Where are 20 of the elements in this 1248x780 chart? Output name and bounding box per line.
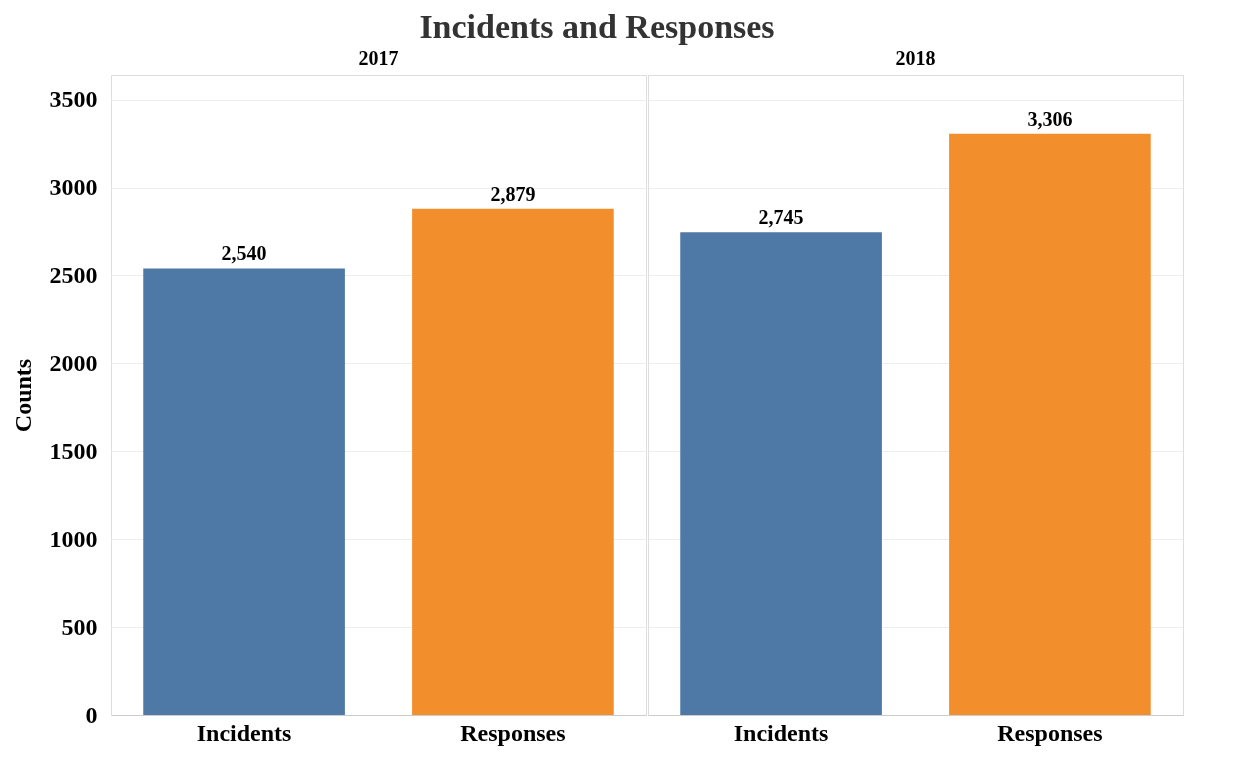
- x-tick-label: Responses: [997, 719, 1103, 746]
- y-tick-label: 3500: [49, 86, 98, 113]
- y-tick-label: 2500: [49, 261, 98, 288]
- chart-subtitle: 2018: [895, 47, 936, 69]
- chart-subtitle: 2017: [358, 47, 399, 69]
- data-label: 2,540: [221, 242, 267, 265]
- y-tick-label: 500: [61, 613, 98, 640]
- y-axis-title: Counts: [9, 358, 36, 433]
- x-tick-label: Responses: [460, 719, 566, 746]
- x-tick-label: Incidents: [196, 719, 292, 746]
- y-tick-label: 1000: [49, 525, 98, 552]
- data-label: 2,745: [758, 206, 804, 229]
- y-tick-label: 2000: [49, 349, 98, 376]
- y-tick-label: 3000: [49, 174, 98, 201]
- y-tick-label: 1500: [49, 437, 98, 464]
- y-tick-label: 0: [85, 701, 98, 728]
- data-label: 2,879: [490, 182, 536, 205]
- x-tick-label: Incidents: [733, 719, 829, 746]
- chart-title: Incidents and Responses: [419, 7, 775, 45]
- data-label: 3,306: [1027, 107, 1073, 130]
